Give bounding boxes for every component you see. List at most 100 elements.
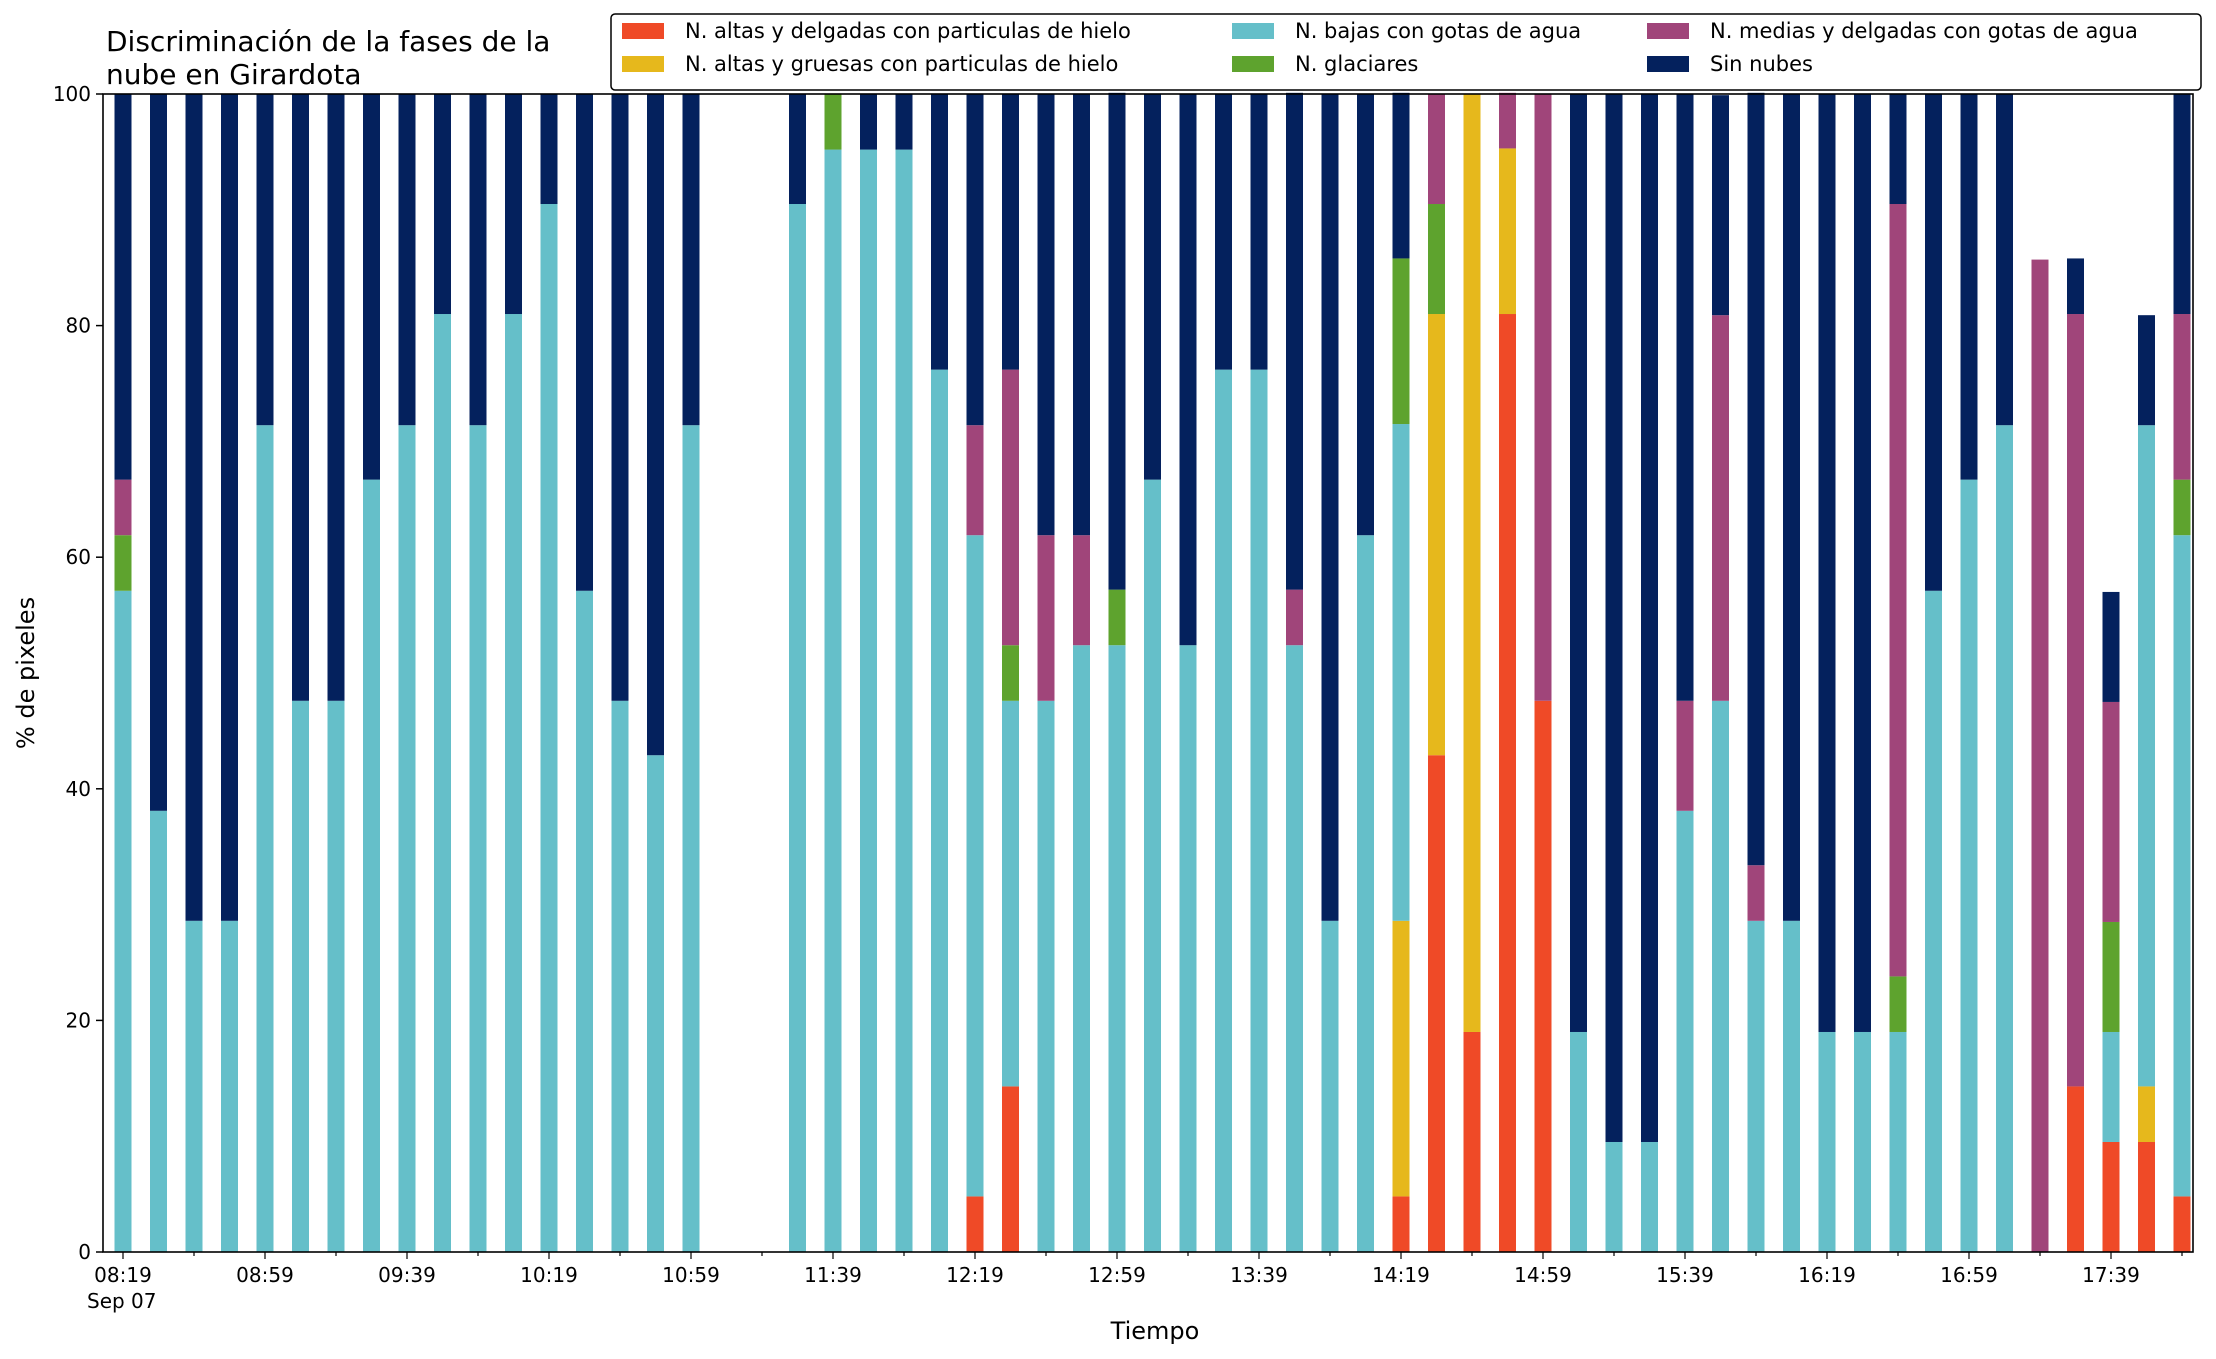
bar-segment-s2-i42	[1605, 1141, 1623, 1252]
y-tick-label: 100	[53, 82, 91, 106]
bar-segment-s2-i11	[505, 314, 522, 1252]
bar-segment-s3-i58	[2173, 479, 2191, 536]
legend-label-1: N. altas y gruesas con particulas de hie…	[685, 52, 1118, 76]
bar-segment-s2-i41	[1570, 1031, 1587, 1252]
bar-segment-s5-i44	[1676, 94, 1694, 701]
bar-segment-s2-i28	[1108, 645, 1126, 1252]
bar-segment-s5-i10	[469, 94, 487, 426]
bar-segment-s1-i39	[1499, 148, 1516, 315]
x-tick-label: 14:59	[1514, 1263, 1572, 1287]
bar-segment-s2-i56	[2102, 1031, 2120, 1142]
bar-segment-s0-i39	[1499, 314, 1516, 1252]
x-tick-label: 10:19	[520, 1263, 578, 1287]
bar-segment-s2-i19	[789, 204, 806, 1252]
bar-segment-s5-i25	[1002, 94, 1019, 370]
bar-segment-s5-i9	[434, 94, 451, 315]
legend-label-5: Sin nubes	[1710, 52, 1813, 76]
bar-segment-s5-i55	[2067, 258, 2084, 315]
bar-segment-s2-i24	[966, 535, 984, 1197]
bar-segment-s5-i1	[150, 94, 167, 811]
x-tick-label: 12:59	[1088, 1263, 1146, 1287]
bar-segment-s5-i43	[1641, 94, 1658, 1142]
bar-segment-s3-i56	[2102, 921, 2120, 1032]
bar-segment-s5-i27	[1073, 94, 1090, 536]
bar-segment-s4-i58	[2173, 314, 2191, 480]
bar-segment-s0-i40	[1534, 700, 1552, 1252]
bar-segment-s2-i29	[1144, 479, 1161, 1252]
legend-label-3: N. glaciares	[1295, 52, 1418, 76]
bar-segment-s2-i10	[469, 425, 487, 1252]
bar-segment-s2-i3	[221, 920, 238, 1252]
bar-segment-s4-i56	[2102, 701, 2120, 922]
bar-segment-s2-i30	[1179, 645, 1197, 1252]
legend-label-2: N. bajas con gotas de agua	[1295, 19, 1581, 43]
legend-swatch-1	[622, 56, 664, 72]
bar-segment-s0-i55	[2067, 1086, 2084, 1252]
bar-segment-s0-i24	[966, 1196, 984, 1252]
bar-segment-s2-i35	[1357, 535, 1374, 1252]
bar-segment-s3-i36	[1392, 258, 1410, 425]
legend-swatch-0	[622, 23, 664, 39]
chart-title-line-1: Discriminación de la fases de la	[106, 25, 550, 58]
bar-segment-s4-i37	[1428, 94, 1445, 205]
bar-segment-s2-i34	[1321, 920, 1339, 1252]
bar-segment-s2-i48	[1818, 1031, 1836, 1252]
x-tick-date-label: Sep 07	[87, 1289, 157, 1313]
bar-segment-s4-i45	[1712, 315, 1729, 701]
bar-segment-s5-i26	[1037, 94, 1055, 536]
legend-label-4: N. medias y delgadas con gotas de agua	[1710, 19, 2138, 43]
bar-segment-s2-i23	[931, 369, 948, 1253]
bar-segment-s4-i50	[1889, 204, 1907, 977]
x-tick-label: 10:59	[662, 1263, 720, 1287]
y-tick-label: 40	[66, 777, 91, 801]
bar-segment-s5-i29	[1144, 94, 1161, 480]
bar-segment-s5-i36	[1392, 92, 1410, 259]
bar-segment-s5-i53	[1996, 94, 2013, 426]
bar-segment-s2-i49	[1854, 1031, 1871, 1252]
bar-segment-s1-i57	[2138, 1086, 2155, 1142]
x-axis: 08:19 08:59 09:39 10:19 10:59 11:39 12:19 12:59…	[87, 1252, 2183, 1313]
bar-segment-s2-i47	[1783, 920, 1800, 1252]
bar-segment-s5-i31	[1215, 94, 1232, 370]
bar-segment-s2-i58	[2173, 535, 2191, 1197]
x-tick-label: 15:39	[1656, 1263, 1714, 1287]
bar-segment-s5-i51	[1925, 94, 1942, 591]
bar-segment-s1-i36	[1392, 920, 1410, 1197]
bar-segment-s0-i25	[1002, 1086, 1019, 1252]
bar-segment-s5-i34	[1321, 94, 1339, 921]
bar-segment-s5-i33	[1286, 92, 1303, 590]
bar-segment-s0-i38	[1463, 1031, 1481, 1252]
bar-segment-s2-i16	[682, 425, 700, 1252]
bar-segment-s2-i14	[611, 700, 629, 1252]
bar-segment-s0-i37	[1428, 755, 1445, 1252]
bar-segment-s5-i48	[1818, 94, 1836, 1032]
bar-segment-s2-i46	[1747, 920, 1765, 1252]
legend-swatch-5	[1647, 56, 1689, 72]
bar-segment-s2-i0	[114, 590, 132, 1252]
bar-segment-s2-i21	[860, 149, 877, 1253]
y-tick-label: 20	[66, 1008, 91, 1032]
bar-segment-s2-i51	[1925, 590, 1942, 1252]
bar-segment-s5-i52	[1960, 94, 1978, 480]
legend-box	[610, 13, 2202, 91]
bar-segment-s4-i46	[1747, 865, 1765, 921]
x-tick-label: 09:39	[378, 1263, 436, 1287]
bar-segment-s2-i15	[647, 755, 664, 1252]
bar-segment-s4-i40	[1534, 94, 1552, 701]
bar-segment-s4-i55	[2067, 314, 2084, 1087]
bar-segment-s2-i33	[1286, 645, 1303, 1252]
x-tick-label: 14:19	[1372, 1263, 1430, 1287]
bar-segment-s2-i50	[1889, 1031, 1907, 1252]
y-axis: 0 20 40 60 80 100	[53, 82, 103, 1264]
bar-segment-s5-i41	[1570, 94, 1587, 1032]
bar-segment-s5-i32	[1250, 94, 1268, 370]
legend-swatch-2	[1232, 23, 1274, 39]
x-tick-label: 08:59	[236, 1263, 294, 1287]
bar-segment-s2-i45	[1712, 700, 1729, 1252]
bar-segment-s5-i16	[682, 94, 700, 426]
bar-segment-s2-i4	[256, 425, 274, 1252]
bar-segment-s5-i14	[611, 94, 629, 701]
bar-segment-s4-i0	[114, 479, 132, 536]
